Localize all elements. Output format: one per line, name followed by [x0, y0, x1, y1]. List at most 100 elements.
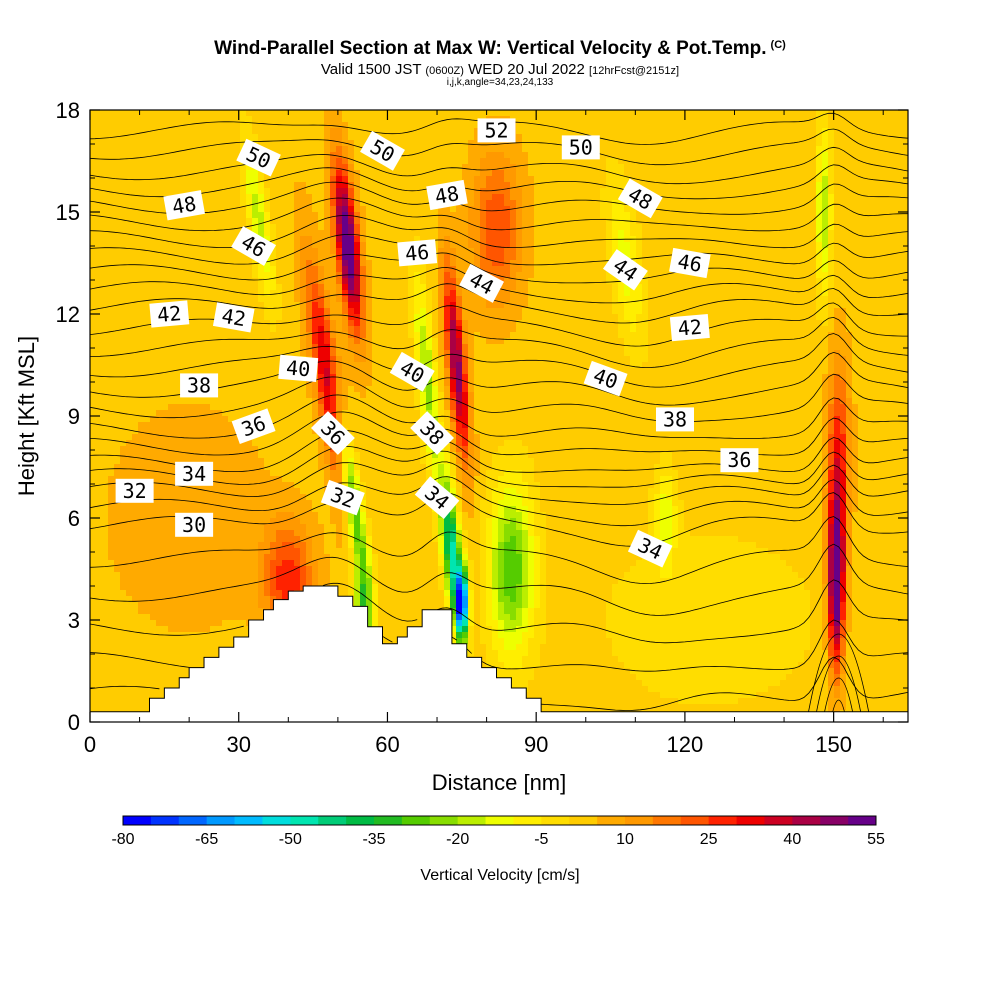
field-cell-3295 — [132, 254, 139, 261]
field-cell-2755 — [180, 230, 187, 237]
field-cell-1238 — [120, 164, 127, 171]
field-cell-3292 — [114, 254, 121, 261]
field-cell-183 — [366, 116, 373, 123]
field-cell-1881 — [690, 188, 697, 195]
field-cell-4238 — [858, 290, 865, 297]
field-cell-1284 — [396, 164, 403, 171]
field-cell-2990 — [768, 236, 775, 243]
field-cell-4625 — [714, 308, 721, 315]
field-cell-3860 — [234, 278, 241, 285]
field-cell-84 — [594, 110, 601, 117]
field-cell-3319 — [276, 254, 283, 261]
field-cell-4712 — [414, 314, 421, 321]
field-cell-3720 — [216, 272, 223, 279]
field-cell-4178 — [498, 290, 505, 297]
field-cell-887 — [480, 146, 487, 153]
field-cell-3009 — [882, 236, 889, 243]
field-cell-1858 — [552, 188, 559, 195]
field-cell-952 — [870, 146, 877, 153]
field-cell-4209 — [684, 290, 691, 297]
field-cell-4489 — [720, 302, 727, 309]
field-cell-3356 — [498, 254, 505, 261]
field-cell-4541 — [210, 308, 217, 315]
field-cell-1152 — [426, 158, 433, 165]
field-cell-813 — [858, 140, 865, 147]
field-cell-1982 — [474, 194, 481, 201]
field-cell-1811 — [270, 188, 277, 195]
field-cell-3194 — [348, 248, 355, 255]
field-cell-726 — [336, 140, 343, 147]
field-cell-4788 — [870, 314, 877, 321]
field-cell-786 — [696, 140, 703, 147]
field-cell-1923 — [120, 194, 127, 201]
field-cell-3209 — [438, 248, 445, 255]
field-cell-4656 — [900, 308, 907, 315]
field-cell-4436 — [402, 302, 409, 309]
field-cell-2633 — [270, 224, 277, 231]
field-cell-4903 — [738, 320, 745, 327]
field-cell-4100 — [852, 284, 859, 291]
field-cell-3628 — [486, 266, 493, 273]
field-cell-4338 — [636, 296, 643, 303]
field-cell-4458 — [534, 302, 541, 309]
field-cell-1343 — [750, 164, 757, 171]
field-cell-3866 — [270, 278, 277, 285]
field-cell-1291 — [438, 164, 445, 171]
field-cell-2981 — [714, 236, 721, 243]
field-cell-1614 — [732, 176, 739, 183]
field-cell-88 — [618, 110, 625, 117]
field-cell-2604 — [96, 224, 103, 231]
field-cell-3467 — [342, 260, 349, 267]
field-cell-588 — [330, 134, 337, 141]
field-cell-36 — [306, 110, 313, 117]
field-cell-692 — [132, 140, 139, 147]
field-cell-2636 — [288, 224, 295, 231]
field-cell-2161 — [726, 200, 733, 207]
field-cell-4507 — [828, 302, 835, 309]
field-cell-2127 — [522, 200, 529, 207]
field-cell-1676 — [282, 182, 289, 189]
field-cell-3219 — [498, 248, 505, 255]
field-cell-4319 — [522, 296, 529, 303]
field-cell-4592 — [516, 308, 523, 315]
field-cell-1626 — [804, 176, 811, 183]
field-cell-4774 — [786, 314, 793, 321]
field-cell-1530 — [228, 176, 235, 183]
field-cell-385 — [756, 122, 763, 129]
field-cell-3427 — [102, 260, 109, 267]
field-cell-3971 — [900, 278, 907, 285]
field-cell-4409 — [240, 302, 247, 309]
field-cell-531 — [810, 128, 817, 135]
field-cell-1816 — [300, 188, 307, 195]
field-cell-128 — [858, 110, 865, 117]
field-cell-549 — [96, 134, 103, 141]
field-cell-2625 — [222, 224, 229, 231]
field-cell-1321 — [618, 164, 625, 171]
field-cell-297 — [228, 122, 235, 129]
field-cell-3115 — [696, 242, 703, 249]
field-cell-4124 — [174, 290, 181, 297]
field-cell-3841 — [120, 278, 127, 285]
field-cell-827 — [120, 146, 127, 153]
field-cell-1019 — [450, 152, 457, 159]
field-cell-358 — [594, 122, 601, 129]
field-cell-4951 — [204, 326, 211, 333]
field-cell-689 — [114, 140, 121, 147]
field-cell-690 — [120, 140, 127, 147]
field-cell-4902 — [732, 320, 739, 327]
field-cell-1049 — [630, 152, 637, 159]
field-cell-3614 — [402, 266, 409, 273]
field-cell-1885 — [714, 188, 721, 195]
field-cell-2533 — [492, 218, 499, 225]
field-cell-1582 — [540, 176, 547, 183]
field-cell-3682 — [810, 266, 817, 273]
field-cell-3507 — [582, 260, 589, 267]
field-cell-1208 — [762, 158, 769, 165]
field-cell-1869 — [618, 188, 625, 195]
field-cell-3286 — [900, 248, 907, 255]
field-cell-252 — [780, 116, 787, 123]
field-cell-266 — [864, 116, 871, 123]
field-cell-4224 — [774, 290, 781, 297]
field-cell-4617 — [666, 308, 673, 315]
field-cell-3897 — [456, 278, 463, 285]
